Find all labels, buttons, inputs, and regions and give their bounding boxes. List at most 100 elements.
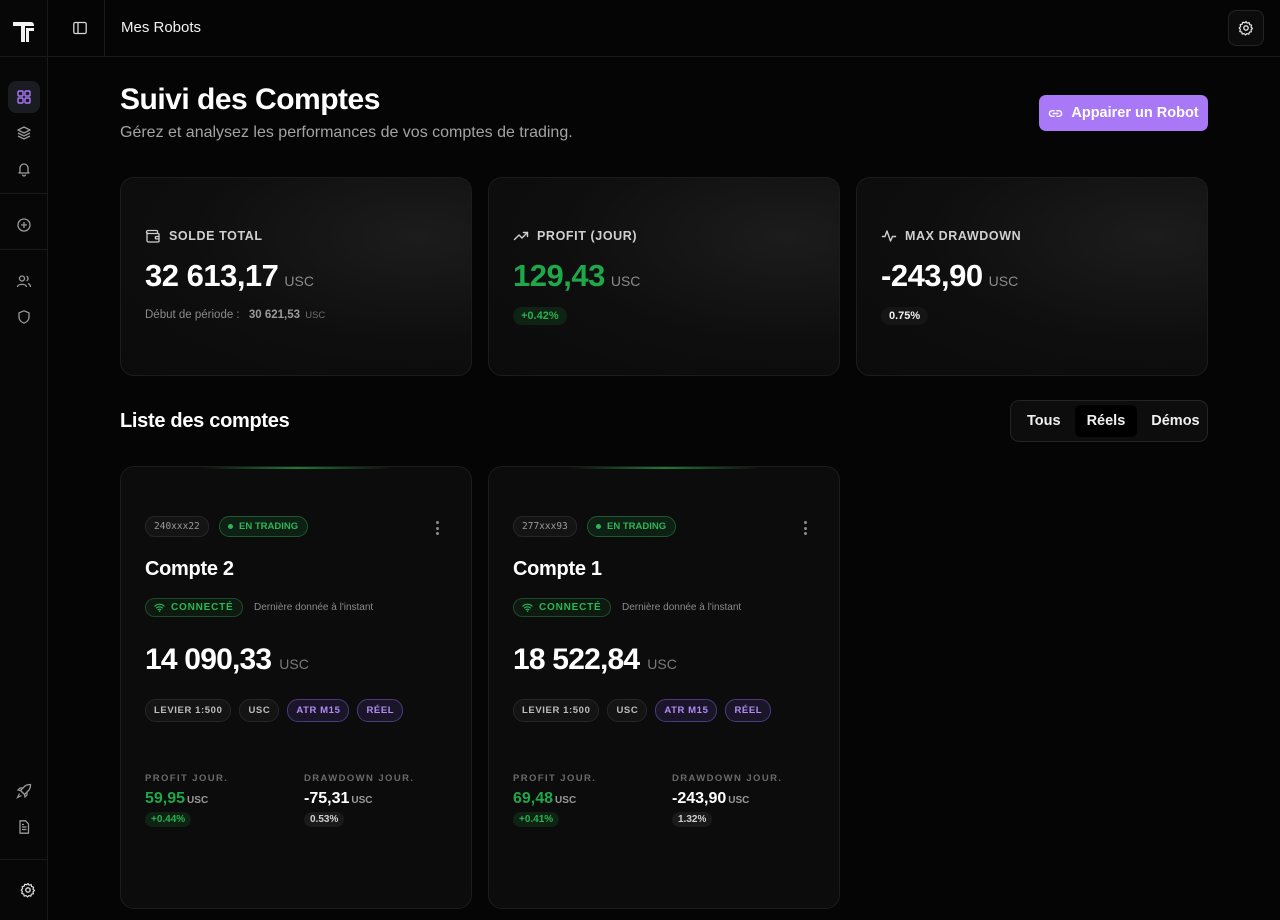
sidebar-divider <box>0 859 47 860</box>
sidebar-item-add[interactable] <box>8 209 40 241</box>
breadcrumb[interactable]: Mes Robots <box>121 19 202 36</box>
trending-up-icon <box>513 231 529 241</box>
account-balance-value: 14 090,33 <box>145 643 272 676</box>
shield-icon <box>18 310 30 324</box>
profit-change-badge: +0.42% <box>513 307 567 325</box>
sidebar-item-users[interactable] <box>8 265 40 297</box>
tag-strategy: ATR M15 <box>655 699 718 722</box>
sidebar-item-settings[interactable] <box>12 874 44 906</box>
layers-icon <box>17 126 31 140</box>
period-start-unit: USC <box>305 310 326 321</box>
sidebar-item-security[interactable] <box>8 301 40 333</box>
settings-button[interactable] <box>1228 10 1264 46</box>
pair-robot-label: Appairer un Robot <box>1071 105 1199 121</box>
currency-unit: USC <box>284 273 314 289</box>
metric-label: DRAWDOWN JOUR. <box>304 773 415 784</box>
account-name: Compte 2 <box>145 558 234 580</box>
stat-label: SOLDE TOTAL <box>145 228 263 244</box>
panel-left-icon <box>73 21 87 35</box>
tag-leverage: LEVIER 1:500 <box>145 699 232 722</box>
trading-status-label: EN TRADING <box>607 521 667 532</box>
stat-label-text: PROFIT (JOUR) <box>537 229 638 243</box>
connection-label: CONNECTÉ <box>539 602 602 613</box>
filter-tab-demo[interactable]: Démos <box>1151 413 1200 429</box>
account-tags: LEVIER 1:500 USC ATR M15 RÉEL <box>513 699 772 722</box>
profit-percent-badge: +0.41% <box>513 812 560 827</box>
total-balance-value: 32 613,17 <box>145 258 279 293</box>
trading-status-badge: EN TRADING <box>587 516 677 537</box>
currency-unit: USC <box>555 795 577 806</box>
wifi-icon <box>154 603 165 612</box>
daily-drawdown-metric: DRAWDOWN JOUR. -75,31 USC 0.53% <box>304 773 414 827</box>
tag-leverage: LEVIER 1:500 <box>513 699 600 722</box>
trading-status-label: EN TRADING <box>239 521 299 532</box>
stat-label-text: SOLDE TOTAL <box>169 229 263 243</box>
account-card[interactable]: 277xxx93 EN TRADING Compte 1 CONNECTÉ De… <box>488 466 840 909</box>
card-glow <box>569 467 761 469</box>
max-drawdown-value: -243,90 <box>881 258 983 293</box>
tag-account-type: RÉEL <box>357 699 404 722</box>
currency-unit: USC <box>187 795 209 806</box>
connection-badge: CONNECTÉ <box>513 598 611 617</box>
wifi-icon <box>522 603 533 612</box>
daily-drawdown-metric: DRAWDOWN JOUR. -243,90 USC 1.32% <box>672 773 782 827</box>
period-start-label: Début de période : <box>145 309 240 321</box>
layout-grid-icon <box>17 90 31 104</box>
trading-status-badge: EN TRADING <box>219 516 309 537</box>
drawdown-percent-badge: 0.75% <box>881 307 929 325</box>
sidebar-item-notifications[interactable] <box>8 153 40 185</box>
metric-value: -75,31 USC <box>304 790 414 808</box>
stat-value: 32 613,17 USC <box>145 258 314 294</box>
brand-logo[interactable] <box>10 18 38 46</box>
currency-unit: USC <box>351 795 373 806</box>
profit-percent-badge: +0.44% <box>145 812 192 827</box>
sidebar-item-documents[interactable] <box>8 811 40 843</box>
pair-robot-button[interactable]: Appairer un Robot <box>1039 95 1208 131</box>
last-data-text: Dernière donnée à l'instant <box>622 602 742 613</box>
filter-tab-real[interactable]: Réels <box>1074 405 1138 437</box>
gear-icon <box>1238 20 1254 36</box>
period-start: Début de période : 30 621,53 USC <box>145 309 325 321</box>
more-options-icon[interactable] <box>803 521 807 535</box>
wallet-icon <box>145 229 160 243</box>
stat-label: MAX DRAWDOWN <box>881 228 1021 244</box>
stat-value: -243,90 USC <box>881 258 1018 294</box>
account-card[interactable]: 240xxx22 EN TRADING Compte 2 CONNECTÉ De… <box>120 466 472 909</box>
account-tags: LEVIER 1:500 USC ATR M15 RÉEL <box>145 699 404 722</box>
top-bar: Mes Robots <box>48 0 1280 57</box>
sidebar-toggle-button[interactable] <box>68 16 92 40</box>
stat-label-text: MAX DRAWDOWN <box>905 229 1022 243</box>
account-balance: 14 090,33 USC <box>145 643 309 677</box>
link-icon <box>1049 109 1063 117</box>
currency-unit: USC <box>279 656 309 672</box>
daily-drawdown-value: -243,90 <box>672 790 727 807</box>
stat-card-drawdown: MAX DRAWDOWN -243,90 USC 0.75% <box>856 177 1208 376</box>
card-glow <box>201 467 393 469</box>
connection-badge: CONNECTÉ <box>145 598 243 617</box>
account-balance: 18 522,84 USC <box>513 643 677 677</box>
status-dot <box>228 524 233 529</box>
bell-icon <box>18 163 30 177</box>
sidebar-divider <box>0 56 47 57</box>
metric-value: -243,90 USC <box>672 790 782 808</box>
stat-label: PROFIT (JOUR) <box>513 228 637 244</box>
currency-unit: USC <box>610 273 641 289</box>
daily-profit-value: 69,48 <box>513 790 554 807</box>
sidebar-item-launch[interactable] <box>8 775 40 807</box>
account-balance-value: 18 522,84 <box>513 643 640 676</box>
daily-profit-value: 129,43 <box>513 258 605 293</box>
more-options-icon[interactable] <box>435 521 439 535</box>
rocket-icon <box>16 783 32 799</box>
page-subtitle: Gérez et analysez les performances de vo… <box>120 124 573 141</box>
sidebar-item-layers[interactable] <box>8 117 40 149</box>
users-icon <box>16 275 32 288</box>
sidebar-item-dashboard[interactable] <box>8 81 40 113</box>
daily-profit-metric: PROFIT JOUR. 69,48 USC +0.41% <box>513 773 596 827</box>
account-filter: Tous Réels Démos <box>1010 400 1208 442</box>
tag-strategy: ATR M15 <box>287 699 350 722</box>
file-text-icon <box>19 820 30 834</box>
daily-drawdown-value: -75,31 <box>304 790 350 807</box>
filter-tab-all[interactable]: Tous <box>1027 413 1061 429</box>
stat-value: 129,43 USC <box>513 258 640 294</box>
